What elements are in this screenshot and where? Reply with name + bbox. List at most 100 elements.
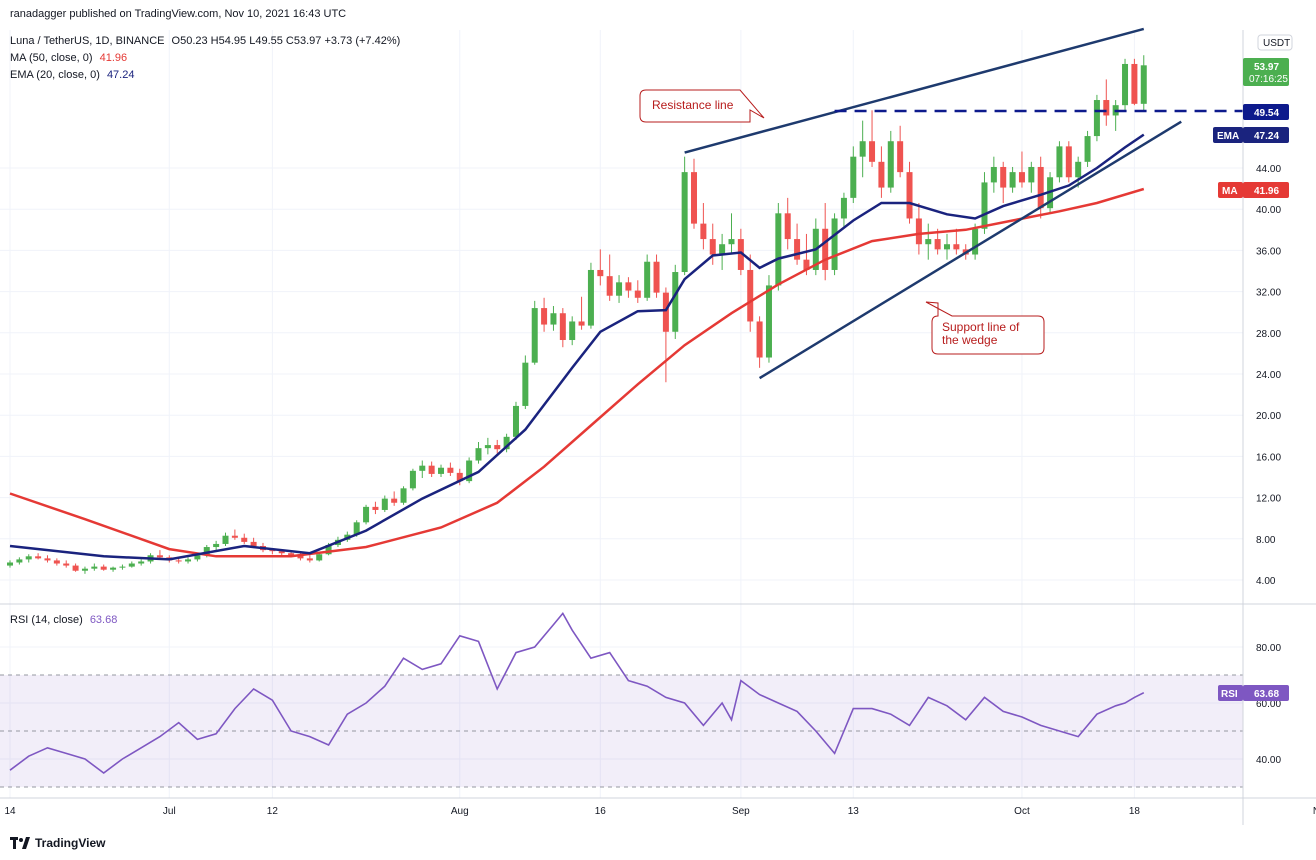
ma50-line — [9, 187, 1145, 558]
candle-body — [634, 290, 641, 298]
candle-body — [719, 244, 726, 255]
candle-body — [419, 465, 426, 471]
time-tick-label: Oct — [1014, 806, 1030, 817]
candle-body — [1000, 166, 1007, 188]
time-tick-label: 12 — [267, 806, 279, 817]
candle-body — [381, 498, 388, 510]
candle-body — [1009, 172, 1016, 188]
time-tick-label: Jul — [163, 806, 176, 817]
price-tick-label: 8.00 — [1256, 535, 1276, 546]
candle-body — [1103, 100, 1110, 116]
ema-legend[interactable]: EMA (20, close, 0) 47.24 — [10, 69, 134, 81]
price-tick-label: 4.00 — [1256, 576, 1276, 587]
time-tick-label: 14 — [4, 806, 16, 817]
svg-text:MA: MA — [1222, 186, 1238, 197]
rsi-legend[interactable]: RSI (14, close) 63.68 — [10, 614, 117, 626]
candle-body — [606, 276, 613, 296]
candle-body — [728, 239, 735, 245]
candle-body — [1075, 161, 1082, 178]
candle-body — [400, 488, 407, 503]
rsi-tick-label: 80.00 — [1256, 643, 1281, 654]
candle-body — [915, 218, 922, 245]
price-tick-label: 28.00 — [1256, 329, 1281, 340]
candle-body — [541, 308, 548, 325]
symbol-legend[interactable]: Luna / TetherUS, 1D, BINANCE O50.23 H54.… — [10, 35, 400, 47]
candle-body — [831, 218, 838, 270]
ohlc-values: O50.23 H54.95 L49.55 C53.97 +3.73 (+7.42… — [171, 35, 401, 47]
candle-body — [587, 269, 594, 326]
candle-body — [672, 272, 679, 332]
candle-body — [990, 166, 997, 183]
candle-body — [1140, 65, 1147, 104]
support-annotation[interactable]: Support line of the wedge — [925, 301, 1045, 355]
candle-body — [765, 285, 772, 358]
time-tick-label: Nov — [1313, 806, 1316, 817]
candle-body — [363, 506, 370, 523]
candle-body — [887, 141, 894, 188]
price-tick-label: 32.00 — [1256, 288, 1281, 299]
tradingview-logo[interactable]: TradingView — [10, 836, 105, 850]
ma-legend-value: 41.96 — [99, 52, 128, 64]
candle-body — [944, 244, 950, 250]
candle-body — [372, 506, 379, 510]
candle-body — [897, 141, 904, 173]
candle-body — [934, 239, 941, 250]
currency-badge[interactable]: USDT — [1257, 34, 1293, 51]
rsi-band-lines — [0, 674, 1243, 788]
candle-body — [681, 172, 688, 273]
candle-body — [747, 269, 754, 322]
grid-lines — [0, 30, 1243, 798]
candle-body — [72, 565, 79, 571]
price-tick-label: 12.00 — [1256, 494, 1281, 505]
svg-text:53.97: 53.97 — [1254, 62, 1279, 73]
candle-body — [278, 551, 285, 554]
candle-body — [194, 555, 201, 560]
candle-body — [550, 313, 557, 325]
candle-body — [794, 239, 801, 260]
candle-body — [391, 498, 398, 503]
candle-body — [438, 467, 445, 474]
candle-body — [859, 141, 866, 157]
svg-text:RSI: RSI — [1221, 689, 1238, 700]
candle-body — [972, 228, 979, 255]
candle-body — [288, 553, 295, 556]
candlestick-series — [7, 55, 1147, 574]
tradingview-logo-text: TradingView — [35, 836, 106, 850]
candle-body — [803, 259, 810, 270]
candle-body — [597, 269, 604, 277]
trendlines[interactable] — [684, 27, 1182, 380]
candle-body — [878, 161, 885, 188]
candle-body — [53, 560, 60, 564]
candle-body — [81, 568, 88, 571]
resistance-price-tag: 49.54 — [1243, 104, 1289, 120]
rsi-tick-label: 60.00 — [1256, 699, 1281, 710]
ma-legend[interactable]: MA (50, close, 0) 41.96 — [10, 52, 127, 64]
price-tick-label: 40.00 — [1256, 205, 1281, 216]
ma-tag: MA 41.96 — [1218, 182, 1289, 198]
time-tick-label: 18 — [1129, 806, 1141, 817]
candle-body — [7, 562, 13, 566]
candle-body — [409, 470, 416, 489]
candle-body — [456, 472, 463, 482]
candle-body — [316, 554, 323, 561]
svg-text:EMA: EMA — [1217, 131, 1239, 142]
candle-body — [91, 566, 98, 569]
time-tick-label: 13 — [848, 806, 860, 817]
candle-body — [25, 556, 32, 560]
price-tick-label: 20.00 — [1256, 411, 1281, 422]
rsi-line — [9, 611, 1145, 774]
candle-body — [625, 282, 632, 291]
candle-body — [756, 321, 763, 358]
price-tick-label: 16.00 — [1256, 452, 1281, 463]
support-annotation-line-2: the wedge — [942, 333, 998, 347]
resistance-annotation[interactable]: Resistance line — [639, 89, 765, 123]
candle-body — [531, 308, 538, 363]
time-tick-label: 16 — [595, 806, 607, 817]
candle-body — [1056, 146, 1063, 178]
svg-text:63.68: 63.68 — [1254, 689, 1279, 700]
candle-body — [700, 223, 707, 240]
candle-body — [906, 172, 913, 219]
candle-body — [306, 558, 313, 561]
candle-body — [1122, 63, 1129, 106]
